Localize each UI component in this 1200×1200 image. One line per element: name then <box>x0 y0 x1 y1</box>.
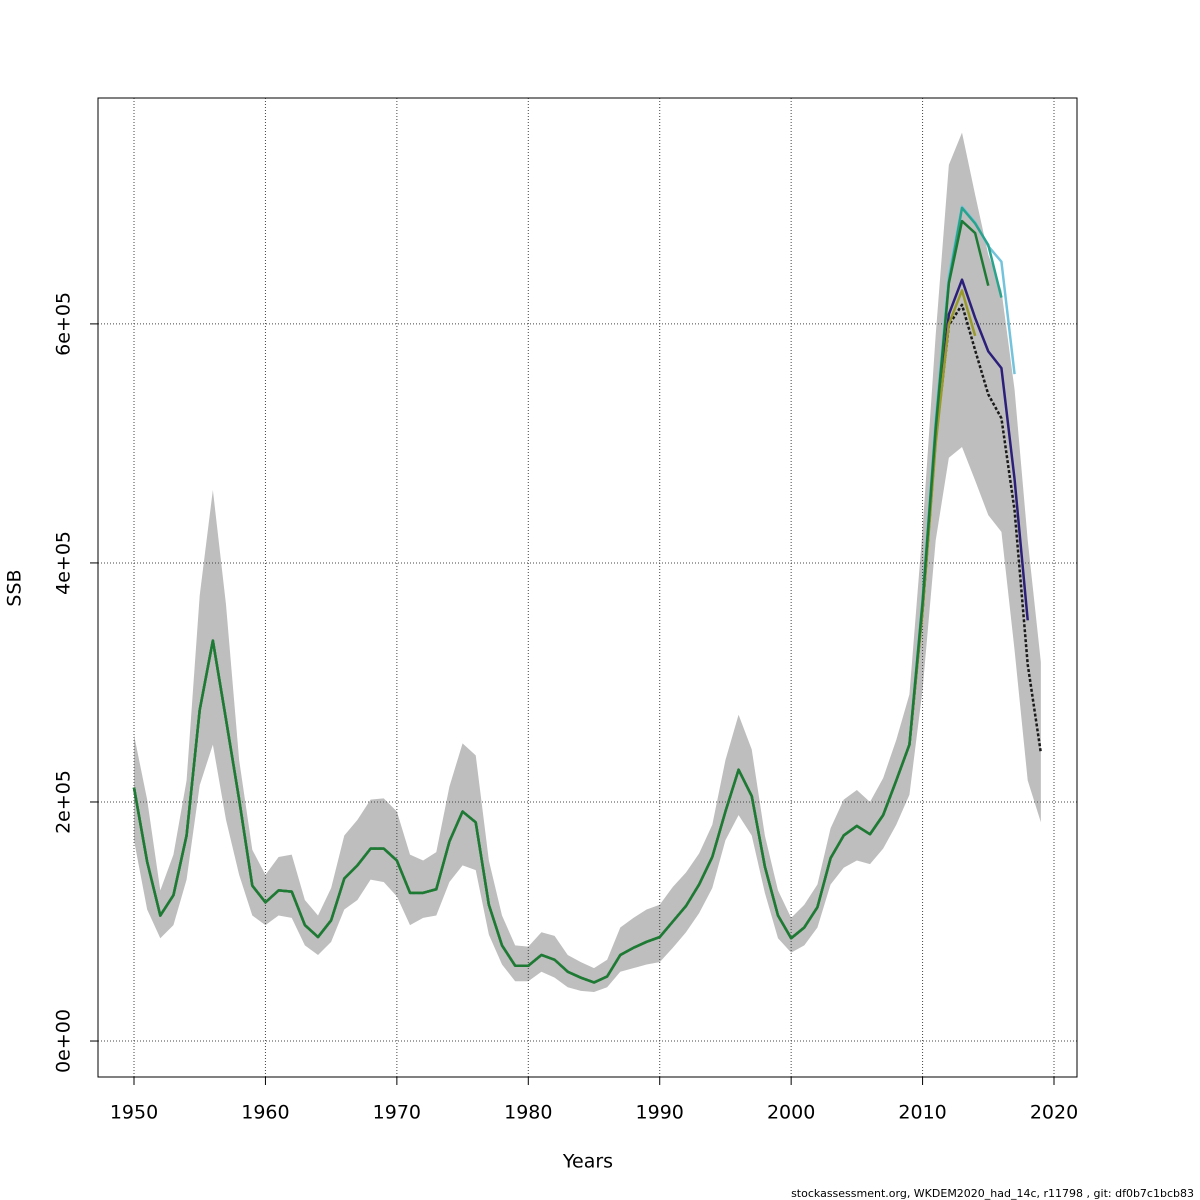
x-tick-label: 1970 <box>373 1102 421 1124</box>
confidence-band <box>134 132 1041 993</box>
plot-frame <box>97 97 1078 1078</box>
x-tick-label: 1990 <box>636 1102 684 1124</box>
footer: stockassessment.org, WKDEM2020_had_14c, … <box>791 1187 1194 1200</box>
x-tick-label: 2010 <box>898 1102 946 1124</box>
y-axis-label: SSB <box>4 569 26 606</box>
x-tick-label: 2000 <box>767 1102 815 1124</box>
series-line <box>132 219 990 984</box>
x-tick-label: 1950 <box>110 1102 158 1124</box>
series-line <box>132 205 1016 984</box>
y-tick-label: 4e+05 <box>53 531 75 595</box>
x-axis-label: Years <box>562 1151 613 1173</box>
x-tick-label: 1980 <box>504 1102 552 1124</box>
series-line <box>132 206 1003 984</box>
x-tick-label: 1960 <box>241 1102 289 1124</box>
x-tick-label: 2020 <box>1030 1102 1078 1124</box>
y-tick-label: 0e+00 <box>53 1009 75 1073</box>
y-tick-label: 2e+05 <box>53 770 75 834</box>
y-tick-label: 6e+05 <box>53 292 75 356</box>
